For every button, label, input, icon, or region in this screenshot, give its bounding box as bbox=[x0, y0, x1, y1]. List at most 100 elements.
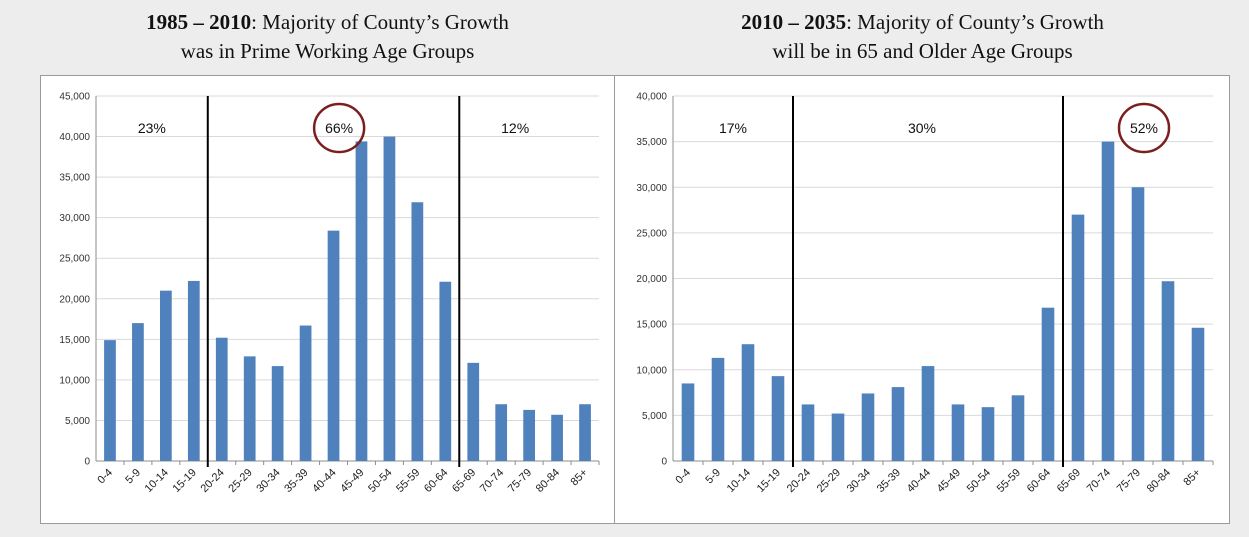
x-tick-label: 30-34 bbox=[845, 467, 873, 495]
x-tick-label: 50-54 bbox=[366, 467, 394, 495]
x-tick-label: 85+ bbox=[1181, 467, 1203, 489]
group-share-label: 30% bbox=[908, 120, 936, 136]
title-period-left: 1985 – 2010 bbox=[146, 10, 252, 34]
x-tick-label: 0-4 bbox=[673, 467, 693, 487]
bar-45-49 bbox=[355, 141, 368, 461]
x-tick-label: 20-24 bbox=[785, 467, 813, 495]
y-tick-label: 5,000 bbox=[65, 416, 90, 427]
bar-65-69 bbox=[467, 362, 480, 461]
x-tick-label: 80-84 bbox=[1145, 467, 1173, 495]
highlight-circle bbox=[312, 102, 366, 154]
bar-50-54 bbox=[383, 136, 396, 462]
y-tick-label: 35,000 bbox=[59, 173, 90, 184]
y-tick-label: 10,000 bbox=[636, 365, 667, 376]
x-tick-label: 70-74 bbox=[478, 467, 506, 495]
bar-70-74 bbox=[1101, 141, 1115, 461]
x-tick-label: 25-29 bbox=[226, 467, 254, 495]
chart-title-left: 1985 – 2010: Majority of County’s Growth… bbox=[40, 8, 615, 66]
x-tick-label: 75-79 bbox=[506, 467, 534, 495]
bar-chart-left: 0 5,000 10,000 15,000 20,000 25,000 30,000 35,0… bbox=[59, 92, 600, 495]
bar-75-79 bbox=[1131, 187, 1145, 461]
y-tick-label: 25,000 bbox=[59, 254, 90, 265]
bar-75-79 bbox=[523, 409, 536, 461]
x-tick-label: 20-24 bbox=[198, 467, 226, 495]
x-tick-label: 15-19 bbox=[171, 467, 199, 495]
bar-35-39 bbox=[891, 387, 905, 461]
x-tick-label: 40-44 bbox=[905, 467, 933, 495]
bar-5-9 bbox=[132, 323, 144, 461]
y-tick-label: 20,000 bbox=[59, 294, 90, 305]
y-tick-label: 30,000 bbox=[59, 213, 90, 224]
title-line2-right: will be in 65 and Older Age Groups bbox=[772, 39, 1073, 63]
bar-0-4 bbox=[681, 383, 695, 461]
x-tick-label: 65-69 bbox=[450, 467, 478, 495]
y-tick-label: 25,000 bbox=[636, 228, 667, 239]
chart-panel-right: 0 5,000 10,000 15,000 20,000 25,000 30,000 35,0… bbox=[614, 75, 1230, 524]
y-tick-label: 0 bbox=[661, 457, 667, 468]
x-tick-label: 35-39 bbox=[875, 467, 903, 495]
x-tick-label: 75-79 bbox=[1115, 467, 1143, 495]
bar-65-69 bbox=[1071, 214, 1085, 461]
x-tick-label: 80-84 bbox=[534, 467, 562, 495]
title-text-right: : Majority of County’s Growth bbox=[846, 10, 1104, 34]
group-share-label: 17% bbox=[719, 120, 747, 136]
bar-60-64 bbox=[439, 281, 452, 461]
bar-15-19 bbox=[187, 280, 200, 461]
y-tick-label: 15,000 bbox=[59, 335, 90, 346]
x-tick-label: 5-9 bbox=[123, 467, 143, 487]
x-tick-label: 10-14 bbox=[143, 467, 171, 495]
x-tick-label: 55-59 bbox=[394, 467, 422, 495]
bar-0-4 bbox=[104, 340, 116, 461]
group-share-label: 12% bbox=[501, 120, 529, 136]
bar-20-24 bbox=[215, 337, 228, 461]
bar-40-44 bbox=[921, 366, 935, 461]
x-tick-label: 0-4 bbox=[95, 467, 115, 487]
title-text-left: : Majority of County’s Growth bbox=[251, 10, 509, 34]
y-tick-label: 40,000 bbox=[59, 132, 90, 143]
bar-80-84 bbox=[551, 414, 563, 461]
y-tick-label: 40,000 bbox=[636, 92, 667, 103]
bar-10-14 bbox=[159, 290, 172, 461]
x-tick-label: 10-14 bbox=[725, 467, 753, 495]
title-line2-left: was in Prime Working Age Groups bbox=[180, 39, 475, 63]
y-tick-label: 10,000 bbox=[59, 375, 90, 386]
bar-60-64 bbox=[1041, 307, 1055, 461]
bar-85+ bbox=[579, 404, 591, 461]
bar-55-59 bbox=[1011, 395, 1025, 461]
title-period-right: 2010 – 2035 bbox=[741, 10, 847, 34]
bar-40-44 bbox=[327, 230, 340, 461]
x-tick-label: 40-44 bbox=[310, 467, 338, 495]
x-tick-label: 55-59 bbox=[995, 467, 1023, 495]
x-tick-label: 60-64 bbox=[1025, 467, 1053, 495]
bar-30-34 bbox=[271, 366, 284, 461]
x-tick-label: 85+ bbox=[568, 467, 590, 489]
x-tick-label: 30-34 bbox=[254, 467, 282, 495]
y-tick-label: 35,000 bbox=[636, 137, 667, 148]
bar-35-39 bbox=[299, 325, 312, 461]
x-tick-label: 35-39 bbox=[282, 467, 310, 495]
y-tick-label: 30,000 bbox=[636, 183, 667, 194]
bar-55-59 bbox=[411, 202, 424, 461]
group-share-label: 66% bbox=[325, 120, 353, 136]
x-tick-label: 65-69 bbox=[1055, 467, 1083, 495]
bar-10-14 bbox=[741, 344, 755, 461]
bar-25-29 bbox=[831, 413, 845, 461]
x-tick-label: 5-9 bbox=[703, 467, 723, 487]
x-tick-label: 45-49 bbox=[338, 467, 366, 495]
y-tick-label: 15,000 bbox=[636, 320, 667, 331]
bar-45-49 bbox=[951, 404, 965, 461]
x-tick-label: 60-64 bbox=[422, 467, 450, 495]
chart-title-right: 2010 – 2035: Majority of County’s Growth… bbox=[615, 8, 1230, 66]
x-tick-label: 70-74 bbox=[1085, 467, 1113, 495]
bar-chart-right: 0 5,000 10,000 15,000 20,000 25,000 30,000 35,0… bbox=[636, 92, 1214, 495]
bar-15-19 bbox=[771, 376, 785, 461]
y-tick-label: 45,000 bbox=[59, 92, 90, 103]
bar-70-74 bbox=[495, 404, 508, 461]
bar-5-9 bbox=[711, 357, 725, 461]
chart-panel-left: 0 5,000 10,000 15,000 20,000 25,000 30,000 35,0… bbox=[40, 75, 616, 524]
bar-30-34 bbox=[861, 393, 875, 461]
bar-20-24 bbox=[801, 404, 815, 461]
y-tick-label: 20,000 bbox=[636, 274, 667, 285]
y-tick-label: 0 bbox=[84, 457, 90, 468]
bar-50-54 bbox=[981, 407, 995, 461]
